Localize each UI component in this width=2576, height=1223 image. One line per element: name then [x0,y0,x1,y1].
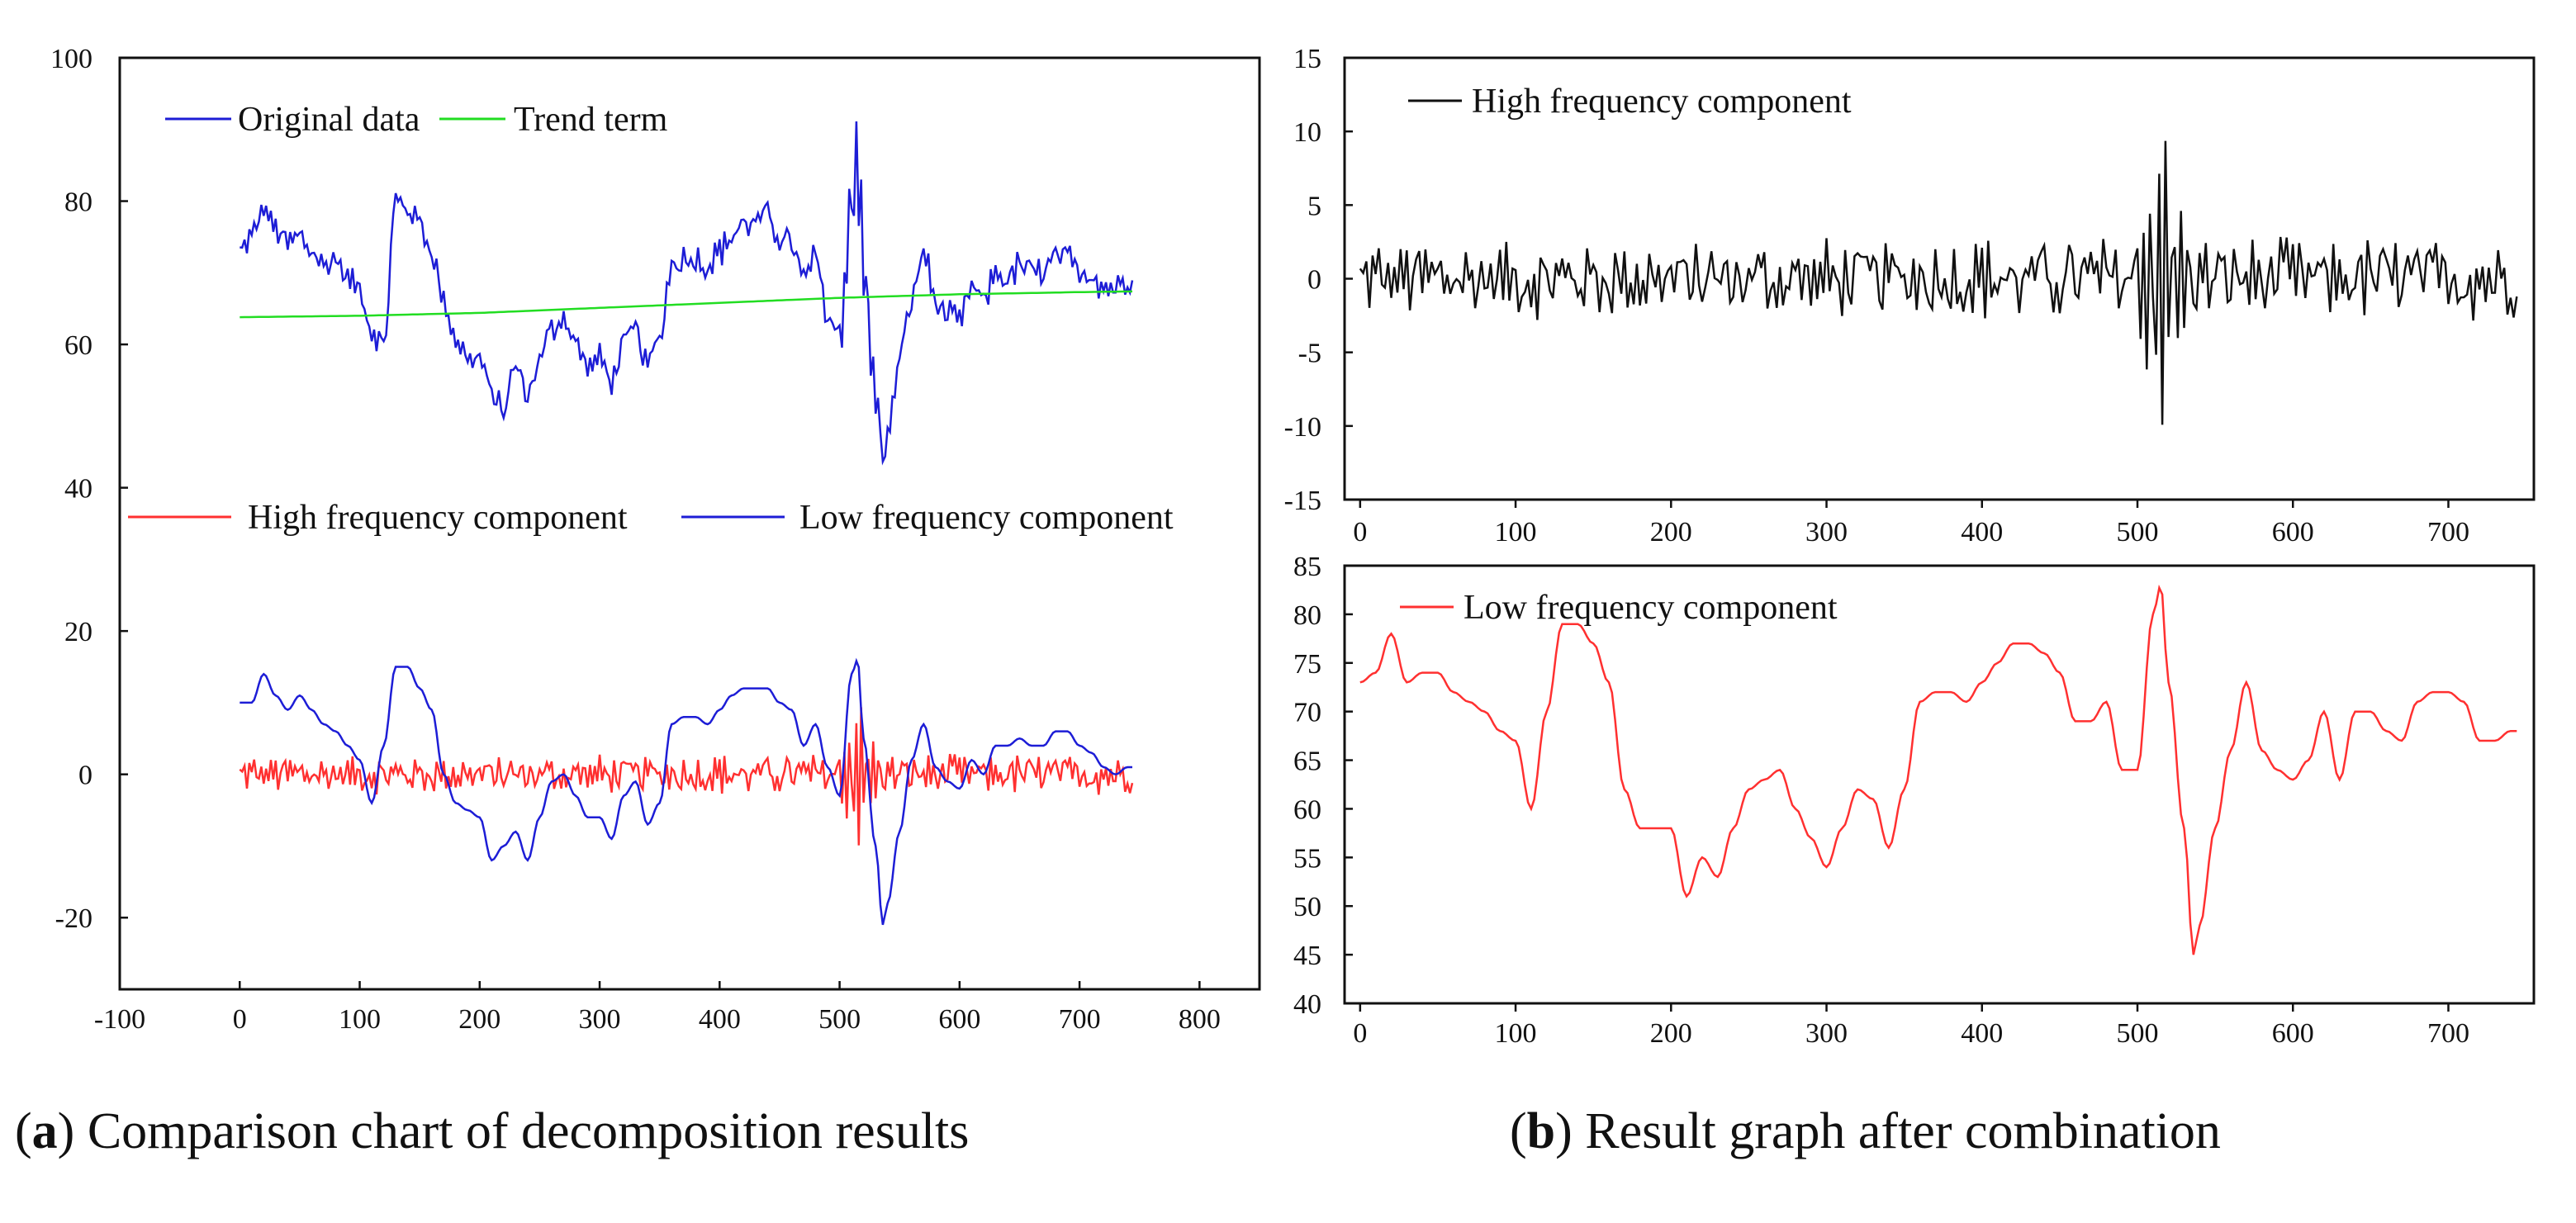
chart-a-frame [118,56,1261,991]
caption-b-letter: b [1526,1103,1556,1159]
x-tick-label: 600 [2272,1018,2314,1049]
y-tick-label: 40 [1293,989,1321,1020]
y-tick-label: 100 [50,44,93,74]
y-tick-label: 15 [1293,44,1321,74]
x-tick-label: 400 [1961,517,2003,548]
caption-b: (b) Result graph after combination [1510,1103,2221,1159]
legend-label-high-frequency-b: High frequency component [1472,83,1852,121]
chart-b-top-legend: High frequency component [1408,83,1852,121]
caption-a: (a) Comparison chart of decomposition re… [15,1103,970,1159]
x-tick-label: 300 [579,1004,621,1035]
y-tick-label: 65 [1293,747,1321,777]
x-tick-label: 200 [1650,517,1692,548]
chart-b-top-series-layer [1359,140,2518,425]
legend-label-original-data: Original data [238,101,420,139]
x-tick-label: 200 [1650,1018,1692,1049]
series-line-low-frequency-component [240,657,1132,926]
y-tick-label: 60 [64,330,93,361]
series-line-high-frequency-component [239,707,1134,846]
chart-a-panel: -100 0 100 200 300 400 500 600 700 800 -20 0 20 40 60 8… [50,44,1261,1035]
y-tick-label: -5 [1298,339,1321,369]
y-tick-label: -10 [1284,412,1321,443]
legend-label-low-frequency-b: Low frequency component [1464,589,1838,627]
chart-a-legend-mid: High frequency component Low frequency c… [128,499,1174,537]
series-line-low-frequency-component [1359,584,2517,955]
legend-label-trend-term: Trend term [514,101,668,139]
y-tick-label: 0 [78,761,93,791]
y-tick-label: 45 [1293,941,1321,971]
x-tick-label: 500 [2117,517,2159,548]
x-tick-label: 700 [1059,1004,1101,1035]
x-tick-label: 100 [1495,517,1537,548]
chart-b-bottom-series-layer [1359,584,2517,955]
y-tick-label: 75 [1293,649,1321,680]
x-tick-label: 700 [2427,517,2469,548]
x-tick-label: 300 [1805,1018,1848,1049]
x-tick-label: 400 [1961,1018,2003,1049]
y-tick-label: -15 [1284,486,1321,516]
legend-label-low-frequency: Low frequency component [799,499,1174,537]
caption-a-letter: a [31,1103,58,1159]
caption-a-text: Comparison chart of decomposition result… [74,1103,970,1159]
x-tick-label: 300 [1805,517,1848,548]
x-tick-label: 0 [233,1004,247,1035]
x-tick-label: 600 [2272,517,2314,548]
y-tick-label: 60 [1293,794,1321,825]
y-tick-label: 70 [1293,698,1321,728]
y-tick-label: 0 [1307,265,1321,296]
chart-a-axes-layer: -100 0 100 200 300 400 500 600 700 800 -20 0 20 40 60 8… [50,44,1221,1035]
y-tick-label: 50 [1293,892,1321,922]
chart-a-series-layer [239,121,1134,926]
x-tick-label: 200 [458,1004,500,1035]
x-tick-label: 800 [1179,1004,1221,1035]
chart-b-bottom-panel: 0 100 200 300 400 500 600 700 40 45 50 55 60 65 70 75 80… [1293,552,2536,1049]
y-tick-label: 10 [1293,117,1321,148]
chart-b-bottom-axes-layer: 0 100 200 300 400 500 600 700 40 45 50 55 60 65 70 75 80… [1293,552,2469,1049]
x-tick-label: 700 [2427,1018,2469,1049]
y-tick-label: 80 [64,187,93,218]
x-tick-label: 0 [1353,517,1367,548]
chart-b-bottom-legend: Low frequency component [1400,589,1838,627]
y-tick-label: -20 [55,903,93,934]
x-tick-label: 100 [339,1004,381,1035]
x-tick-label: 100 [1495,1018,1537,1049]
x-tick-label: -100 [94,1004,145,1035]
x-tick-label: 500 [2117,1018,2159,1049]
legend-label-high-frequency: High frequency component [248,499,628,537]
y-tick-label: 5 [1307,191,1321,221]
x-tick-label: 400 [699,1004,741,1035]
series-line-original-data [240,121,1134,466]
y-tick-label: 80 [1293,600,1321,631]
chart-b-top-axes-layer: 0 100 200 300 400 500 600 700 -15 -10 -5 0 5 10 15 [1284,44,2469,548]
chart-b-bottom-frame [1343,564,2536,1005]
chart-b-top-panel: 0 100 200 300 400 500 600 700 -15 -10 -5 0 5 10 15 Hig… [1284,44,2536,548]
y-tick-label: 85 [1293,552,1321,582]
series-line-high-frequency-component [1359,140,2518,425]
y-tick-label: 55 [1293,843,1321,874]
x-tick-label: 500 [818,1004,861,1035]
y-tick-label: 40 [64,474,93,505]
x-tick-label: 600 [938,1004,980,1035]
chart-a-legend-top: Original data Trend term [165,101,668,139]
x-tick-label: 0 [1353,1018,1367,1049]
y-tick-label: 20 [64,617,93,647]
series-line-trend-term [240,290,1133,319]
caption-b-text: Result graph after combination [1572,1103,2221,1159]
